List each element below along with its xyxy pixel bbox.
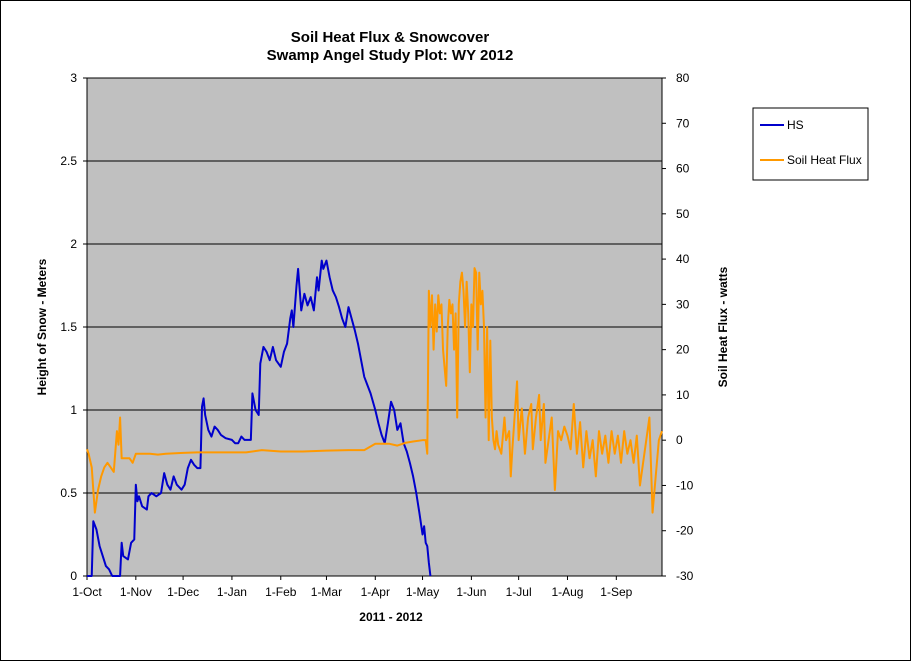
right-tick-label: 30 [676, 297, 690, 311]
x-tick-label: 1-Nov [120, 585, 152, 599]
legend-label-hs: HS [787, 118, 804, 132]
right-tick-label: -10 [676, 478, 694, 492]
right-tick-label: -20 [676, 524, 694, 538]
right-tick-label: 80 [676, 71, 690, 85]
x-tick-label: 1-Jul [506, 585, 532, 599]
series-layer [86, 259, 663, 577]
x-tick-label: 1-Mar [311, 585, 342, 599]
chart-title-line-1: Soil Heat Flux & Snowcover [291, 29, 490, 46]
x-tick-label: 1-Jun [456, 585, 486, 599]
legend: HS Soil Heat Flux [752, 107, 869, 181]
right-tick-label: 70 [676, 116, 690, 130]
x-tick-label: 1-Aug [551, 585, 583, 599]
left-y-axis: 0 0.5 1 1.5 2 2.5 3 [60, 71, 88, 583]
legend-label-soil-heat-flux: Soil Heat Flux [787, 153, 862, 167]
series-line-soil-heat-flux [86, 267, 663, 514]
x-axis-title: 2011 - 2012 [359, 610, 423, 624]
left-tick-label: 0.5 [60, 486, 77, 500]
x-axis: 1-Oct 1-Nov 1-Dec 1-Jan 1-Feb 1-Mar 1-Apr 1-May… [72, 575, 662, 599]
left-y-axis-title: Height of Snow - Meters [35, 258, 49, 395]
right-y-axis: -30 -20 -10 0 10 20 30 40 50 60 70 80 [661, 71, 694, 583]
series-line-hs [87, 259, 432, 577]
right-tick-label: 10 [676, 388, 690, 402]
right-tick-label: 20 [676, 343, 690, 357]
right-tick-label: -30 [676, 569, 694, 583]
x-tick-label: 1-May [406, 585, 439, 599]
x-tick-label: 1-Sep [600, 585, 632, 599]
x-tick-label: 1-Feb [265, 585, 297, 599]
left-tick-label: 1 [70, 403, 77, 417]
right-tick-label: 40 [676, 252, 690, 266]
right-tick-label: 60 [676, 162, 690, 176]
x-tick-label: 1-Oct [72, 585, 102, 599]
right-y-axis-title: Soil Heat Flux - watts [716, 266, 730, 387]
chart-title-line-2: Swamp Angel Study Plot: WY 2012 [267, 47, 514, 64]
left-tick-label: 2.5 [60, 154, 77, 168]
right-tick-label: 50 [676, 207, 690, 221]
x-tick-label: 1-Jan [217, 585, 247, 599]
left-tick-label: 0 [70, 569, 77, 583]
left-tick-label: 3 [70, 71, 77, 85]
x-tick-label: 1-Dec [167, 585, 199, 599]
left-tick-label: 1.5 [60, 320, 77, 334]
left-tick-label: 2 [70, 237, 77, 251]
right-tick-label: 0 [676, 433, 683, 447]
x-tick-label: 1-Apr [361, 585, 390, 599]
legend-box [752, 107, 869, 181]
